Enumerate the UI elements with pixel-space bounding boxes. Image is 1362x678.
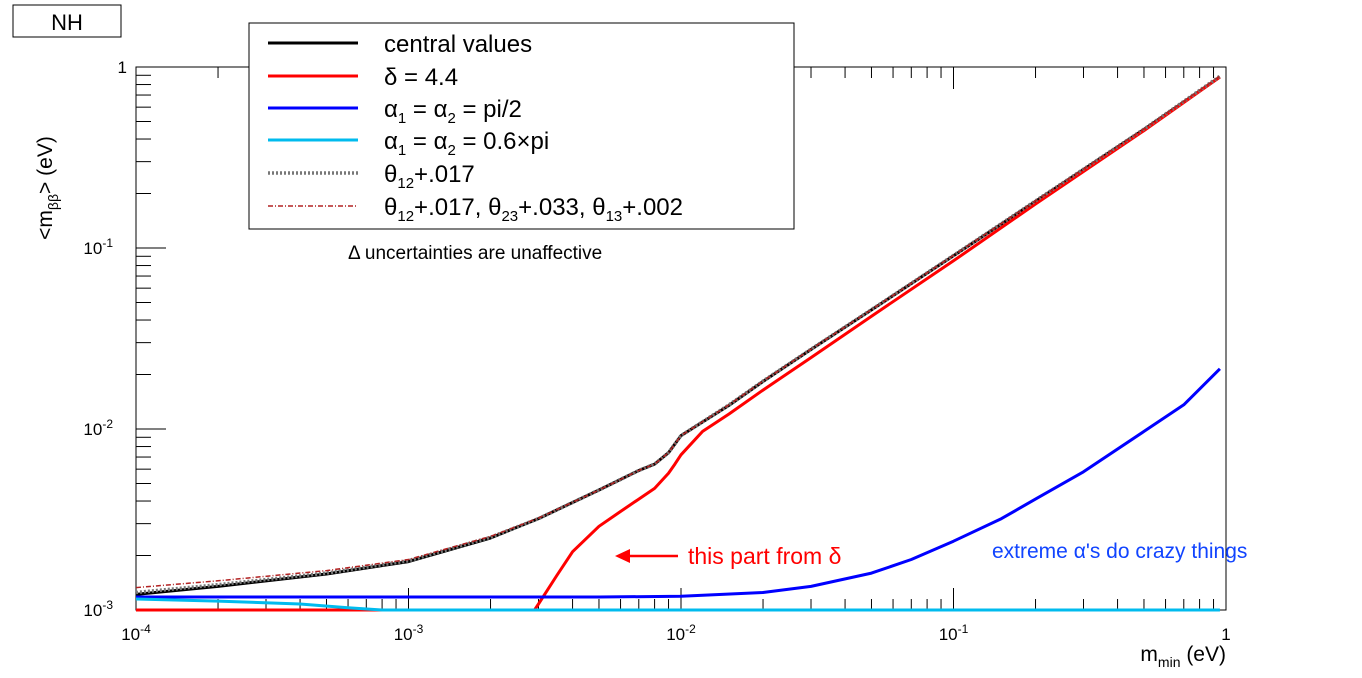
x-tick-label: 10-4 xyxy=(121,622,151,644)
y-tick-label: 10-1 xyxy=(83,236,113,258)
arrow-annotation: this part from δ xyxy=(615,543,841,569)
y-tick-label: 10-3 xyxy=(83,598,113,620)
legend-label-5: θ12+.017, θ23+.033, θ13+.002 xyxy=(384,194,683,225)
legend-label-2: α1 = α2 = pi/2 xyxy=(384,96,522,127)
y-tick-label: 10-2 xyxy=(83,417,113,439)
x-tick-label: 10-2 xyxy=(666,622,696,644)
x-tick-label: 10-1 xyxy=(939,622,969,644)
alpha-note: extreme α's do crazy things xyxy=(992,540,1247,563)
y-ticks xyxy=(136,74,166,611)
legend-label-1: δ = 4.4 xyxy=(384,64,458,91)
legend-label-4: θ12+.017 xyxy=(384,161,475,192)
tag-box xyxy=(12,4,122,38)
x-tick-label: 1 xyxy=(1221,625,1230,644)
x-tick-label: 10-3 xyxy=(394,622,424,644)
tag-label: NH xyxy=(51,10,83,35)
series-line-5 xyxy=(135,75,1221,589)
series-line-2 xyxy=(136,367,1221,599)
arrow-text: this part from δ xyxy=(688,543,841,569)
y-axis-title: <mββ> (eV) xyxy=(34,136,61,240)
y-tick-label: 1 xyxy=(118,58,127,77)
series-line-3 xyxy=(135,597,1220,612)
series-line-1 xyxy=(136,75,1221,612)
series-lines xyxy=(135,74,1221,612)
legend-box xyxy=(248,22,795,230)
arrow-head xyxy=(615,549,630,563)
x-axis-title: mmin (eV) xyxy=(1140,643,1226,670)
legend-label-0: central values xyxy=(384,31,532,58)
y-tick-labels: 10-3 10-2 10-1 1 xyxy=(83,58,127,620)
delta-uncertainty-note: Δ uncertainties are unaffective xyxy=(348,243,602,264)
x-tick-labels: 10-4 10-3 10-2 10-1 1 xyxy=(121,622,1231,644)
legend: central values δ = 4.4 α1 = α2 = pi/2α1 = … xyxy=(268,31,683,225)
legend-label-3: α1 = α2 = 0.6×pi xyxy=(384,128,549,159)
